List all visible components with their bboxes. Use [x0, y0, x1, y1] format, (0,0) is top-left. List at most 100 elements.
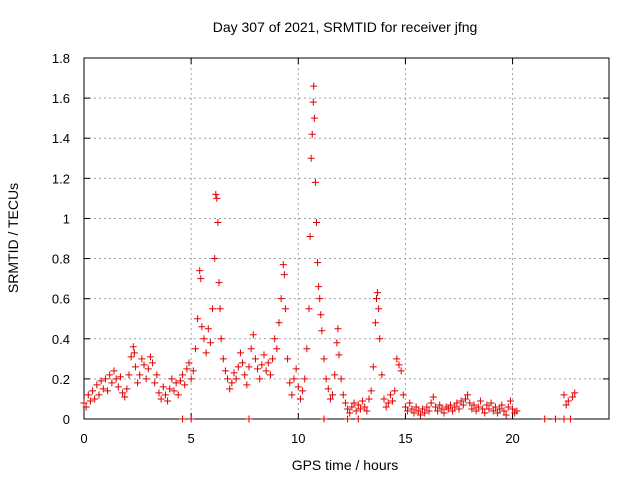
- data-point: [179, 415, 187, 423]
- data-point: [209, 305, 217, 313]
- data-point: [239, 359, 247, 367]
- y-axis-label: SRMTID / TECUs: [5, 183, 21, 293]
- data-point: [359, 397, 367, 405]
- data-point: [329, 391, 337, 399]
- data-point: [384, 399, 392, 407]
- y-tick-label: 1: [63, 211, 70, 226]
- data-point: [262, 367, 270, 375]
- data-point: [151, 379, 159, 387]
- data-point: [279, 261, 287, 269]
- data-point: [310, 82, 318, 90]
- data-point: [232, 375, 240, 383]
- data-point: [489, 407, 497, 415]
- data-point: [375, 305, 383, 313]
- data-point: [219, 355, 227, 363]
- data-point: [292, 365, 300, 373]
- data-point: [306, 232, 314, 240]
- data-point: [189, 367, 197, 375]
- data-point: [211, 255, 219, 263]
- data-point: [273, 345, 281, 353]
- y-tick-label: 1.2: [52, 171, 70, 186]
- data-point: [119, 389, 127, 397]
- data-points: [80, 82, 579, 423]
- data-point: [157, 395, 165, 403]
- data-point: [431, 403, 439, 411]
- data-point: [170, 387, 178, 395]
- data-point: [333, 339, 341, 347]
- axis-ticks: 0 0.2 0.4 0.6 0.8 1 1.2 1.4 1.6 1.8 0 5 10 15 20: [52, 51, 609, 446]
- data-point: [322, 375, 330, 383]
- data-point: [404, 407, 412, 415]
- data-point: [288, 391, 296, 399]
- y-tick-label: 0.6: [52, 292, 70, 307]
- data-point: [89, 387, 97, 395]
- data-point: [566, 415, 574, 423]
- x-tick-label: 20: [505, 431, 519, 446]
- grid-lines: [84, 58, 609, 419]
- data-point: [183, 365, 191, 373]
- data-point: [315, 283, 323, 291]
- data-point: [474, 403, 482, 411]
- data-point: [348, 403, 356, 411]
- data-point: [472, 407, 480, 415]
- data-point: [425, 407, 433, 415]
- data-point: [401, 403, 409, 411]
- plot-frame: [83, 57, 610, 420]
- data-point: [423, 403, 431, 411]
- data-point: [316, 295, 324, 303]
- data-point: [99, 385, 107, 393]
- x-tick-label: 15: [398, 431, 412, 446]
- data-point: [176, 377, 184, 385]
- data-point: [104, 387, 112, 395]
- data-point: [479, 405, 487, 413]
- data-point: [436, 401, 444, 409]
- y-tick-label: 1.6: [52, 91, 70, 106]
- x-tick-label: 10: [291, 431, 305, 446]
- data-point: [483, 401, 491, 409]
- data-point: [181, 381, 189, 389]
- data-point: [310, 114, 318, 122]
- data-point: [271, 335, 279, 343]
- data-point: [354, 415, 362, 423]
- data-point: [502, 411, 510, 419]
- data-point: [228, 379, 236, 387]
- data-point: [296, 395, 304, 403]
- data-point: [214, 218, 222, 226]
- data-point: [84, 391, 92, 399]
- data-point: [491, 403, 499, 411]
- data-point: [350, 399, 358, 407]
- data-point: [397, 367, 405, 375]
- data-point: [391, 387, 399, 395]
- data-point: [275, 319, 283, 327]
- data-point: [457, 397, 465, 405]
- data-point: [410, 409, 418, 417]
- data-point: [314, 259, 322, 267]
- y-tick-label: 0.4: [52, 332, 70, 347]
- data-point: [453, 399, 461, 407]
- data-point: [386, 391, 394, 399]
- data-point: [114, 383, 122, 391]
- data-point: [455, 405, 463, 413]
- data-point: [198, 323, 206, 331]
- data-point: [320, 415, 328, 423]
- data-point: [187, 415, 195, 423]
- data-point: [470, 401, 478, 409]
- y-tick-label: 1.8: [52, 51, 70, 66]
- data-point: [245, 415, 253, 423]
- data-point: [374, 289, 382, 297]
- data-point: [112, 375, 120, 383]
- data-point: [487, 399, 495, 407]
- data-point: [414, 407, 422, 415]
- data-point: [86, 397, 94, 405]
- data-point: [269, 355, 277, 363]
- data-point: [373, 295, 380, 303]
- data-point: [149, 359, 157, 367]
- data-point: [247, 345, 255, 353]
- data-point: [91, 395, 99, 403]
- data-point: [241, 371, 249, 379]
- data-point: [449, 407, 457, 415]
- data-point: [344, 405, 352, 413]
- data-point: [551, 415, 559, 423]
- data-point: [106, 371, 114, 379]
- data-point: [476, 397, 484, 405]
